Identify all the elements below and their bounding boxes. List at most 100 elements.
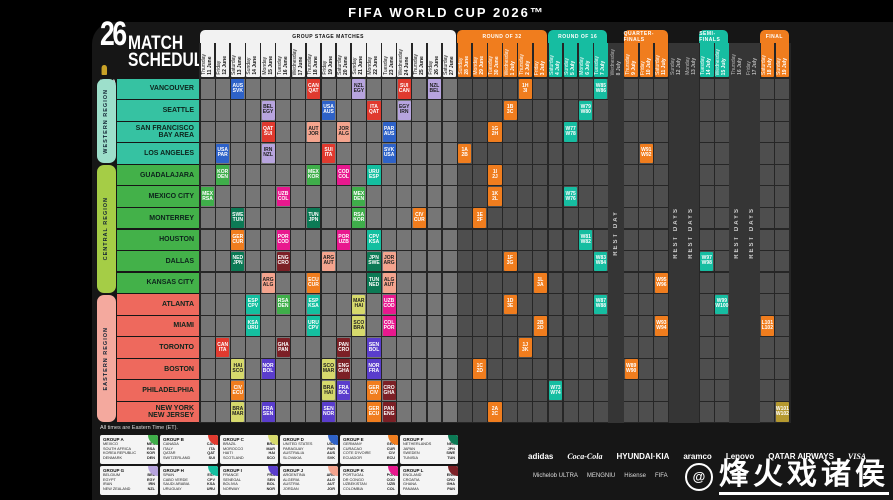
grid-cell	[639, 294, 654, 315]
grid-cell	[397, 164, 412, 186]
page-title: FIFA WORLD CUP 2026™	[348, 5, 545, 20]
sponsor-logo: Coca-Cola	[567, 451, 603, 461]
grid-cell	[760, 207, 775, 229]
grid-cell	[321, 78, 336, 99]
grid-cell	[639, 186, 654, 207]
grid-cell	[442, 380, 457, 401]
grid-cell	[760, 294, 775, 315]
grid-cell	[427, 294, 442, 315]
knockout-match-cell: W77 W78	[564, 122, 578, 142]
match-cell: KSA URU	[246, 316, 260, 336]
grid-cell	[624, 315, 639, 337]
grid-cell	[336, 143, 351, 164]
grid-cell	[593, 186, 608, 207]
grid-cell	[321, 229, 336, 250]
grid-cell	[412, 315, 427, 337]
grid-cell	[533, 358, 548, 380]
grid-cell	[548, 78, 563, 99]
grid-cell	[367, 78, 381, 99]
sponsor-logo: QATAR AIRWAYS	[768, 451, 834, 461]
knockout-match-cell: W93 W94	[654, 316, 668, 336]
grid-cell	[276, 100, 291, 121]
grid-cell	[563, 143, 578, 164]
grid-cell	[457, 315, 472, 337]
grid-cell	[230, 294, 245, 315]
knockout-match-cell: 1K 2L	[488, 186, 502, 207]
grid-cell	[760, 272, 775, 294]
match-cell: KOR DEN	[216, 165, 230, 185]
grid-cell	[639, 100, 654, 121]
date-header: Friday 17 July	[745, 58, 758, 75]
sponsor-logo: Michelob ULTRA	[533, 473, 578, 479]
match-cell: URU ESP	[367, 165, 381, 185]
grid-cell	[472, 78, 487, 99]
date-header: Sunday 12 July	[670, 58, 683, 75]
match-cell: POR COD	[276, 229, 290, 250]
group-box: GROUP E GERMANY GER CURACAO CUR COTE D'IVOIRE…	[340, 435, 398, 464]
grid-cell	[230, 100, 245, 121]
date-header: Sunday 28 June	[457, 43, 472, 77]
date-header: Friday 10 July	[639, 43, 654, 77]
date-header: Tuesday 14 July	[700, 43, 714, 77]
grid-cell	[200, 121, 215, 143]
grid-cell	[306, 229, 321, 250]
grid-cell	[382, 78, 397, 99]
grid-cell	[775, 251, 790, 272]
match-cell: SCO BRA	[352, 316, 366, 336]
region-tab: CENTRAL REGION	[97, 165, 116, 293]
grid-cell	[397, 358, 412, 380]
knockout-match-cell: W95 W96	[654, 273, 668, 293]
grid-cell	[593, 358, 608, 380]
grid-cell	[336, 272, 351, 294]
grid-cell	[760, 358, 775, 380]
grid-cell	[215, 207, 230, 229]
grid-cell	[639, 272, 654, 294]
date-header: Friday 19 June	[321, 43, 336, 77]
grid-cell	[472, 143, 487, 164]
grid-cell	[442, 272, 457, 294]
grid-cell	[321, 272, 336, 294]
grid-cell	[593, 315, 608, 337]
watermark-text: 烽火戏诸侯	[719, 458, 889, 495]
grid-cell	[215, 186, 230, 207]
grid-cell	[775, 315, 790, 337]
group-box: GROUP J ARGENTINA ARG ALGERIA ALG AUSTRIA AUT J…	[280, 466, 338, 495]
date-header: Monday 22 June	[367, 43, 381, 77]
grid-cell	[397, 380, 412, 401]
grid-cell	[624, 100, 639, 121]
grid-cell	[442, 186, 457, 207]
grid-cell	[760, 164, 775, 186]
match-cell: USA PAR	[216, 143, 230, 164]
grid-cell	[488, 78, 502, 99]
match-cell: BEL EGY	[261, 100, 275, 121]
grid-cell	[457, 229, 472, 250]
grid-cell	[775, 164, 790, 186]
grid-cell	[442, 121, 457, 143]
match-cell: GER ECU	[367, 402, 381, 422]
match-cell: GER CIV	[367, 380, 381, 401]
match-cell: NED JPN	[231, 251, 245, 272]
grid-cell	[397, 272, 412, 294]
match-cell: CAN ITA	[216, 337, 230, 358]
grid-cell	[261, 315, 276, 337]
match-cell: QAT SUI	[261, 122, 275, 142]
grid-cell	[412, 100, 427, 121]
grid-cell	[503, 121, 518, 143]
city-label: VANCOUVER	[117, 78, 199, 99]
match-cell: PAN ENG	[382, 402, 396, 422]
grid-cell	[427, 186, 442, 207]
knockout-match-cell: W87 W88	[594, 294, 608, 315]
match-cell: BRA MAR	[231, 402, 245, 422]
match-cell: USA AUS	[322, 100, 336, 121]
grid-cell	[563, 315, 578, 337]
grid-cell	[488, 315, 502, 337]
grid-cell	[533, 207, 548, 229]
grid-cell	[291, 121, 306, 143]
grid-cell	[548, 315, 563, 337]
grid-cell	[533, 251, 548, 272]
grid-cell	[457, 164, 472, 186]
sponsor-logo: adidas	[528, 451, 554, 461]
grid-cell	[472, 121, 487, 143]
grid-cell	[382, 207, 397, 229]
grid-cell	[654, 380, 669, 401]
